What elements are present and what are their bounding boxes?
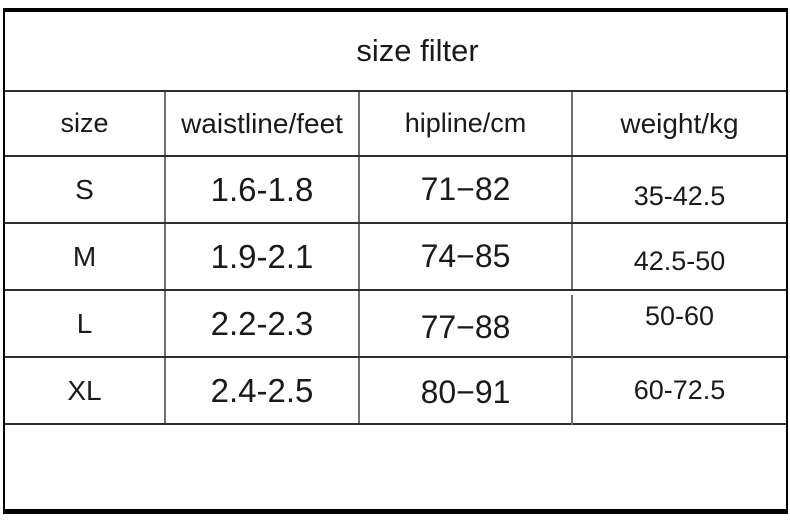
cell-l-weight: 50-60 (644, 301, 715, 331)
cell-s-waistline: 1.6-1.8 (166, 157, 360, 222)
table-row-xl: XL 2.4-2.5 80−91 60-72.5 (5, 358, 786, 425)
column-header-size: size (5, 92, 166, 155)
cell-l-size: L (5, 291, 166, 356)
cell-m-waistline: 1.9-2.1 (166, 224, 360, 289)
cell-s-hipline: 71−82 (360, 157, 573, 222)
column-header-hipline: hipline/cm (360, 92, 573, 155)
cell-m-hipline: 74−85 (360, 224, 573, 289)
cell-s-weight: 35-42.5 (633, 181, 726, 211)
table-row-l: L 2.2-2.3 77−88 50-60 (5, 291, 786, 360)
cell-xl-size: XL (5, 358, 166, 423)
table-body: S 1.6-1.8 71−82 35-42.5 M 1.9-2.1 74−85 42.5-50… (5, 157, 786, 425)
cell-xl-hipline: 80−91 (360, 360, 573, 425)
table-footer-empty-row (5, 425, 786, 509)
cell-s-size: S (5, 157, 166, 222)
column-header-waistline: waistline/feet (166, 92, 360, 155)
table-row-s: S 1.6-1.8 71−82 35-42.5 (5, 157, 786, 224)
cell-m-weight: 42.5-50 (633, 246, 726, 276)
cell-m-size: M (5, 224, 166, 289)
cell-l-waistline: 2.2-2.3 (166, 291, 360, 356)
cell-l-hipline: 77−88 (360, 295, 573, 360)
cell-xl-waistline: 2.4-2.5 (166, 358, 360, 423)
table-row-m: M 1.9-2.1 74−85 42.5-50 (5, 224, 786, 291)
table-header-row: size waistline/feet hipline/cm weight/kg (5, 92, 786, 157)
cell-xl-weight: 60-72.5 (633, 375, 726, 405)
table-title: size filter (356, 33, 479, 68)
size-filter-table: size filter size waistline/feet hipline/… (3, 8, 788, 514)
table-title-row: size filter (5, 12, 786, 92)
column-header-weight: weight/kg (620, 107, 739, 139)
